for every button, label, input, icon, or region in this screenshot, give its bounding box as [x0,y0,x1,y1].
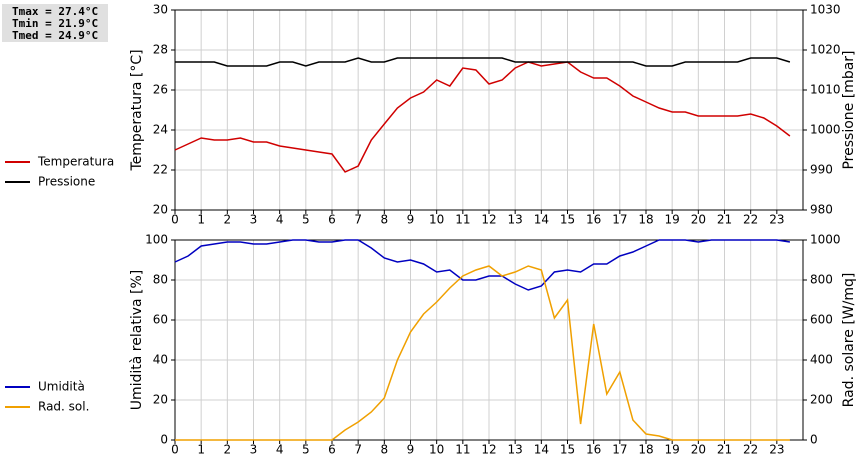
x-tick-label: 3 [250,213,258,227]
y-tick-label: 20 [153,393,168,407]
plot-frame [174,239,804,441]
y2-axis-label: Rad. solare [W/mq] [841,273,857,408]
y2-tick-label: 1000 [810,123,841,137]
x-tick-label: 17 [612,443,627,457]
x-tick-label: 1 [197,443,205,457]
x-tick-label: 4 [276,213,284,227]
x-tick-label: 1 [197,213,205,227]
x-tick-label: 6 [328,213,336,227]
x-tick-label: 11 [455,443,470,457]
legend-label: Pressione [38,175,95,189]
x-tick-label: 20 [691,443,706,457]
y2-tick-label: 600 [810,313,833,327]
y2-tick-label: 980 [810,203,833,217]
x-tick-label: 19 [665,443,680,457]
x-tick-label: 23 [769,213,784,227]
y2-tick-label: 1030 [810,3,841,17]
x-tick-label: 8 [381,443,389,457]
x-tick-label: 7 [354,213,362,227]
x-tick-label: 10 [429,213,444,227]
y-tick-label: 40 [153,353,168,367]
y-tick-label: 60 [153,313,168,327]
y2-axis-label: Pressione [mbar] [841,50,857,169]
x-tick-label: 16 [586,213,601,227]
y-tick-label: 26 [153,83,168,97]
series-line [174,61,791,173]
x-tick-label: 5 [302,443,310,457]
legend-label: Rad. sol. [38,400,89,414]
x-tick-label: 23 [769,443,784,457]
x-tick-label: 18 [638,443,653,457]
legend-label: Temperatura [37,155,114,169]
x-tick-label: 20 [691,213,706,227]
annotation: Tmed = 24.9°C [12,29,98,42]
x-tick-label: 9 [407,443,415,457]
x-tick-label: 18 [638,213,653,227]
x-tick-label: 0 [171,443,179,457]
x-tick-label: 9 [407,213,415,227]
x-tick-label: 12 [481,443,496,457]
y2-tick-label: 0 [810,433,818,447]
x-tick-label: 6 [328,443,336,457]
y2-tick-label: 800 [810,273,833,287]
y-axis-label: Temperatura [°C] [129,49,145,171]
series-line [175,57,791,67]
x-tick-label: 19 [665,213,680,227]
x-tick-label: 15 [560,213,575,227]
y2-tick-label: 1000 [810,233,841,247]
legend-label: Umidità [38,380,85,394]
y2-tick-label: 400 [810,353,833,367]
y-tick-label: 80 [153,273,168,287]
x-tick-label: 22 [743,213,758,227]
y-tick-label: 0 [160,433,168,447]
x-tick-label: 2 [224,443,232,457]
y2-tick-label: 990 [810,163,833,177]
y2-tick-label: 1020 [810,43,841,57]
x-tick-label: 12 [481,213,496,227]
annotation: Tmax = 27.4°C [12,5,98,18]
x-tick-label: 17 [612,213,627,227]
y-tick-label: 28 [153,43,168,57]
y-tick-label: 24 [153,123,168,137]
x-tick-label: 13 [508,213,523,227]
x-tick-label: 0 [171,213,179,227]
x-tick-label: 16 [586,443,601,457]
x-tick-label: 21 [717,213,732,227]
y-tick-label: 22 [153,163,168,177]
x-tick-label: 3 [250,443,258,457]
series-line [175,265,790,441]
series-line [174,239,791,291]
y-tick-label: 30 [153,3,168,17]
x-tick-label: 7 [354,443,362,457]
x-tick-label: 4 [276,443,284,457]
annotation-box [2,4,108,42]
annotation: Tmin = 21.9°C [12,17,98,30]
x-tick-label: 8 [381,213,389,227]
x-tick-label: 21 [717,443,732,457]
x-tick-label: 14 [534,443,549,457]
plot-frame [174,9,804,211]
x-tick-label: 15 [560,443,575,457]
x-tick-label: 11 [455,213,470,227]
x-tick-label: 10 [429,443,444,457]
y2-tick-label: 200 [810,393,833,407]
y2-tick-label: 1010 [810,83,841,97]
y-axis-label: Umidità relativa [%] [129,270,145,411]
y-tick-label: 20 [153,203,168,217]
x-tick-label: 14 [534,213,549,227]
x-tick-label: 22 [743,443,758,457]
x-tick-label: 5 [302,213,310,227]
x-tick-label: 2 [224,213,232,227]
y-tick-label: 100 [145,233,168,247]
x-tick-label: 13 [508,443,523,457]
